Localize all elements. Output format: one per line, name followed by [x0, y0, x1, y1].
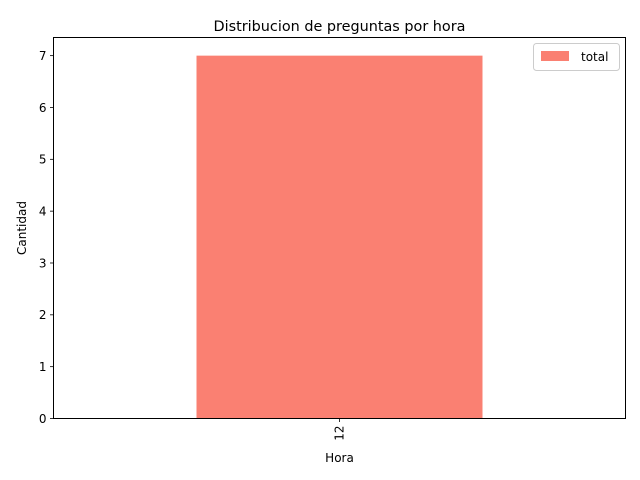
y-axis-label: Cantidad: [15, 201, 29, 255]
bar-12: [196, 55, 483, 419]
x-axis-label: Hora: [325, 451, 354, 465]
legend-swatch: [541, 51, 569, 61]
legend-box: [533, 43, 620, 71]
y-tick-label: 2: [39, 308, 47, 322]
y-tick-label: 5: [39, 153, 47, 167]
legend: total: [533, 43, 620, 71]
y-tick-label: 7: [39, 49, 47, 63]
y-tick-label: 4: [39, 204, 47, 218]
x-axis-ticks: 12: [333, 418, 347, 441]
y-tick-label: 6: [39, 101, 47, 115]
chart-title: Distribucion de preguntas por hora: [214, 19, 466, 35]
legend-label-total: total: [581, 50, 608, 64]
y-axis-ticks: 0 1 2 3 4 5 6 7: [39, 49, 54, 426]
y-tick-label: 3: [39, 256, 47, 270]
x-tick-label: 12: [333, 426, 347, 441]
y-tick-label: 0: [39, 412, 47, 426]
bars: [196, 55, 483, 419]
y-tick-label: 1: [39, 360, 47, 374]
